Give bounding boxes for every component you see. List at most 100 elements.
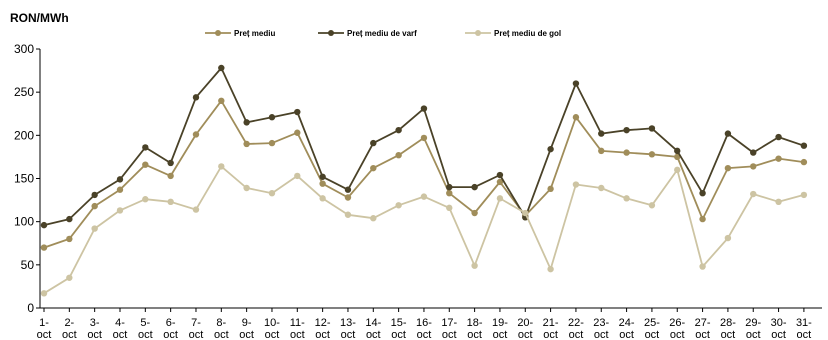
data-point — [294, 129, 301, 136]
data-point — [420, 105, 428, 112]
data-point — [319, 173, 326, 180]
series-3 — [40, 163, 808, 297]
legend-item-3: Preț mediu de gol — [465, 29, 561, 38]
data-point — [496, 171, 504, 179]
data-point — [648, 151, 656, 158]
legend-item-2: Preț mediu de varf — [318, 29, 417, 38]
x-tick-label: 28-oct — [720, 317, 736, 340]
data-point — [446, 189, 453, 197]
data-point — [800, 158, 808, 166]
data-point — [572, 114, 580, 121]
y-tick-label: 0 — [27, 301, 34, 315]
data-point — [800, 142, 808, 149]
data-point — [750, 149, 757, 156]
data-point — [192, 94, 200, 101]
x-tick-label: 2-oct — [62, 317, 77, 340]
x-tick-label: 20-oct — [517, 317, 533, 340]
data-point — [40, 290, 48, 297]
data-point — [395, 202, 402, 209]
x-tick-label: 5-oct — [138, 317, 153, 340]
x-tick-label: 1-oct — [37, 317, 52, 340]
data-point — [420, 134, 428, 142]
y-axis-label: RON/MWh — [10, 11, 69, 25]
data-point — [218, 163, 225, 170]
x-tick-label: 31-oct — [796, 317, 812, 340]
series-2 — [40, 64, 808, 229]
data-point — [572, 181, 580, 188]
data-point — [800, 191, 808, 199]
data-point — [471, 209, 478, 217]
data-point — [750, 163, 757, 170]
data-point — [775, 133, 782, 141]
data-point — [572, 80, 580, 87]
data-point — [547, 185, 554, 193]
data-point — [116, 207, 124, 214]
x-tick-label: 19-oct — [492, 317, 508, 340]
data-point — [319, 195, 326, 202]
data-point — [724, 164, 732, 172]
x-tick-label: 24-oct — [619, 317, 635, 340]
x-tick-label: 15-oct — [391, 317, 407, 340]
data-point — [750, 190, 757, 198]
x-tick-label: 23-oct — [593, 317, 609, 340]
data-point — [243, 119, 250, 126]
data-point — [192, 206, 200, 213]
data-point — [699, 215, 706, 223]
data-point — [319, 180, 326, 187]
y-tick-label: 50 — [21, 258, 35, 272]
data-point — [674, 153, 681, 161]
data-point — [142, 196, 149, 203]
data-point — [395, 126, 402, 134]
data-point — [91, 202, 98, 210]
data-point — [674, 147, 681, 155]
data-point — [167, 198, 174, 206]
x-tick-label: 18-oct — [467, 317, 483, 340]
data-point — [699, 263, 706, 270]
series-line — [43, 67, 805, 226]
data-point — [142, 161, 149, 168]
x-tick-label: 14-oct — [365, 317, 381, 340]
data-point — [699, 189, 706, 197]
legend-label: Preț mediu de varf — [347, 29, 417, 38]
data-point — [496, 195, 504, 202]
x-tick-label: 13-oct — [340, 317, 356, 340]
data-point — [522, 209, 529, 217]
x-tick-label: 6-oct — [163, 317, 178, 340]
data-point — [775, 198, 782, 206]
data-point — [598, 184, 605, 192]
data-point — [294, 172, 301, 180]
data-point — [370, 139, 377, 147]
plot-area — [40, 64, 808, 297]
data-point — [66, 235, 73, 243]
data-point — [243, 140, 250, 148]
axes: 0 50 100 150 200 250 300 1-oct 2-oct 3-oct 4-oct 5-… — [14, 42, 822, 340]
data-point — [344, 211, 352, 218]
data-point — [142, 144, 149, 151]
x-tick-label: 29-oct — [745, 317, 761, 340]
data-point — [268, 114, 276, 121]
x-tick-label: 26-oct — [669, 317, 685, 340]
data-point — [40, 221, 48, 229]
y-tick-label: 100 — [14, 215, 34, 229]
y-tick-label: 300 — [14, 42, 34, 56]
y-tick-label: 250 — [14, 85, 34, 99]
data-point — [623, 149, 630, 156]
data-point — [116, 176, 124, 183]
data-point — [648, 202, 656, 209]
legend-marker — [328, 30, 334, 36]
data-point — [598, 147, 605, 155]
x-tick-label: 9-oct — [239, 317, 254, 340]
x-tick-label: 27-oct — [695, 317, 711, 340]
x-tick-label: 8-oct — [214, 317, 229, 340]
data-point — [40, 244, 48, 251]
data-point — [471, 183, 478, 191]
x-tick-label: 16-oct — [416, 317, 432, 340]
y-tick-label: 150 — [14, 172, 34, 186]
series-line — [43, 99, 805, 249]
data-point — [775, 155, 782, 162]
data-point — [116, 186, 124, 193]
x-tick-label: 10-oct — [264, 317, 280, 340]
data-point — [243, 184, 250, 192]
legend-item-1: Preț mediu — [205, 29, 275, 38]
